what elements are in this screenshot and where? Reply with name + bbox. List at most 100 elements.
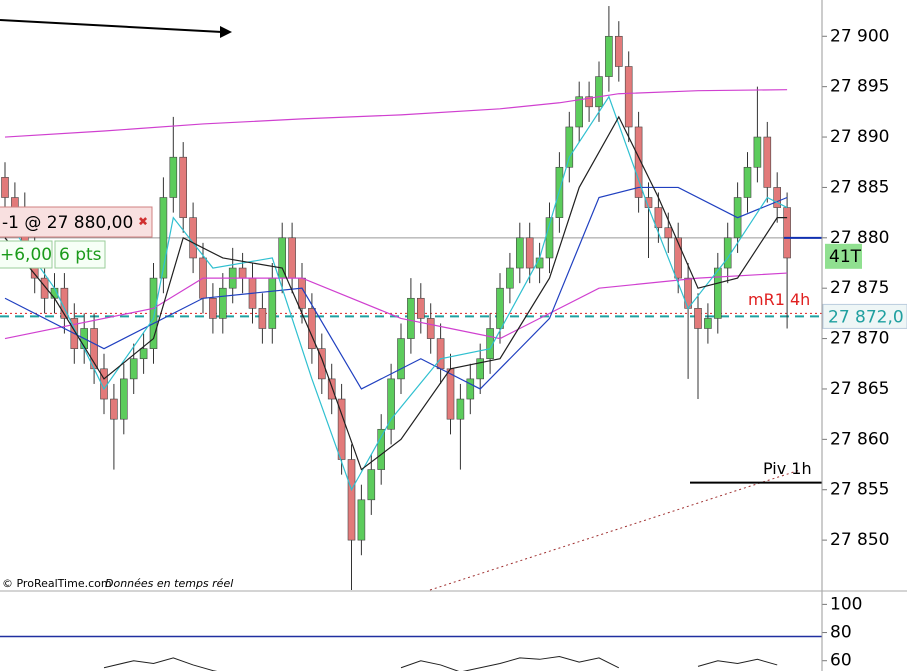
candle-body bbox=[278, 237, 287, 279]
candle-body bbox=[238, 267, 247, 279]
candle-body bbox=[60, 287, 69, 319]
candle-body bbox=[1, 177, 9, 198]
gain-box bbox=[0, 240, 53, 269]
candle-body bbox=[565, 126, 574, 168]
candle-body bbox=[713, 267, 722, 319]
candle-body bbox=[120, 378, 128, 420]
moving-average bbox=[4, 89, 788, 138]
arrow-head bbox=[220, 26, 232, 38]
candle-body bbox=[367, 469, 376, 501]
moving-average bbox=[4, 115, 788, 471]
candle-body bbox=[694, 308, 702, 329]
candle-body bbox=[387, 378, 395, 430]
order-gain: +6,00 bbox=[0, 245, 52, 265]
candle-body bbox=[169, 156, 178, 198]
candle-body bbox=[209, 297, 217, 319]
candle-body bbox=[753, 136, 762, 168]
y-tick-label: 27 870 bbox=[830, 329, 889, 349]
credit: © ProRealTime.com bbox=[2, 577, 112, 590]
candle-body bbox=[743, 166, 752, 198]
y-tick-label: 27 875 bbox=[830, 278, 889, 298]
y-tick-label: 27 880 bbox=[830, 228, 889, 248]
moving-average bbox=[4, 95, 788, 492]
moving-average bbox=[4, 272, 788, 340]
y-tick-label: 27 860 bbox=[830, 429, 889, 449]
teal-level-label: 27 872,0 bbox=[828, 307, 904, 327]
candle-body bbox=[654, 207, 663, 229]
candle-body bbox=[674, 237, 683, 279]
y-tick-label: 27 885 bbox=[830, 177, 889, 197]
candle-body bbox=[614, 35, 623, 67]
y-tick-label: 27 865 bbox=[830, 379, 889, 399]
candle-body bbox=[110, 398, 118, 420]
candle-body bbox=[40, 277, 49, 299]
moving-average bbox=[4, 186, 788, 390]
candle-body bbox=[496, 287, 504, 329]
candle-body bbox=[664, 227, 673, 239]
candle-body bbox=[506, 267, 514, 289]
candle-body bbox=[426, 318, 435, 339]
candle-body bbox=[605, 35, 613, 77]
candle-body bbox=[357, 499, 366, 541]
candle-body bbox=[317, 348, 326, 380]
current-tag-box bbox=[825, 243, 862, 269]
current-tag: 41T bbox=[829, 247, 862, 267]
candle-body bbox=[189, 217, 197, 259]
candle-body bbox=[456, 398, 465, 420]
candle-body bbox=[723, 237, 732, 269]
candle-body bbox=[179, 156, 187, 218]
y-tick-label: 27 900 bbox=[830, 26, 889, 46]
candle-body bbox=[219, 287, 227, 319]
candle-body bbox=[129, 358, 138, 380]
points-box bbox=[54, 240, 106, 269]
candle-body bbox=[377, 428, 386, 470]
candle-body bbox=[684, 277, 692, 309]
candle-body bbox=[159, 197, 168, 279]
candle-body bbox=[525, 237, 534, 269]
candle-body bbox=[515, 237, 524, 269]
candle-body bbox=[258, 308, 267, 329]
candle-body bbox=[407, 297, 415, 339]
candle-body bbox=[773, 187, 782, 208]
candle-body bbox=[466, 378, 475, 400]
y-tick-label: 27 850 bbox=[830, 530, 889, 550]
order-close[interactable]: ✖ bbox=[138, 215, 148, 229]
candle-body bbox=[11, 197, 19, 208]
note: Données en temps réel bbox=[105, 577, 233, 590]
candle-body bbox=[763, 136, 772, 188]
candle-body bbox=[624, 66, 633, 128]
order-label: -1 @ 27 880,00 bbox=[2, 213, 133, 233]
candle-body bbox=[397, 338, 405, 380]
candle-body bbox=[783, 207, 791, 259]
candle-body bbox=[704, 318, 712, 329]
arrow bbox=[0, 19, 223, 33]
candle-body bbox=[634, 126, 643, 198]
candle-body bbox=[585, 96, 593, 108]
level-label: Piv 1h bbox=[763, 459, 812, 478]
candle-body bbox=[416, 297, 425, 319]
candle-body bbox=[149, 277, 158, 349]
y-tick-label: 27 890 bbox=[830, 127, 889, 147]
candle-body bbox=[486, 328, 494, 360]
candle-body bbox=[268, 277, 277, 329]
candle-body bbox=[595, 76, 603, 108]
candle-body bbox=[337, 398, 346, 460]
candle-body bbox=[575, 96, 584, 128]
osc-tick-label: 100 bbox=[830, 594, 862, 614]
order-box bbox=[0, 206, 153, 238]
osc-tick-label: 60 bbox=[830, 651, 852, 671]
candle-body bbox=[446, 368, 455, 420]
osc-tick-label: 80 bbox=[830, 623, 852, 643]
candle-body bbox=[288, 237, 296, 279]
level-label: mR1 4h bbox=[748, 290, 810, 309]
candle-body bbox=[436, 338, 445, 370]
y-tick-label: 27 895 bbox=[830, 77, 889, 97]
candle-body bbox=[327, 378, 336, 400]
candle-body bbox=[347, 459, 356, 541]
candle-body bbox=[476, 358, 485, 380]
teal-level-box bbox=[822, 303, 907, 329]
y-tick-label: 27 855 bbox=[830, 480, 889, 500]
candle-body bbox=[139, 348, 148, 360]
